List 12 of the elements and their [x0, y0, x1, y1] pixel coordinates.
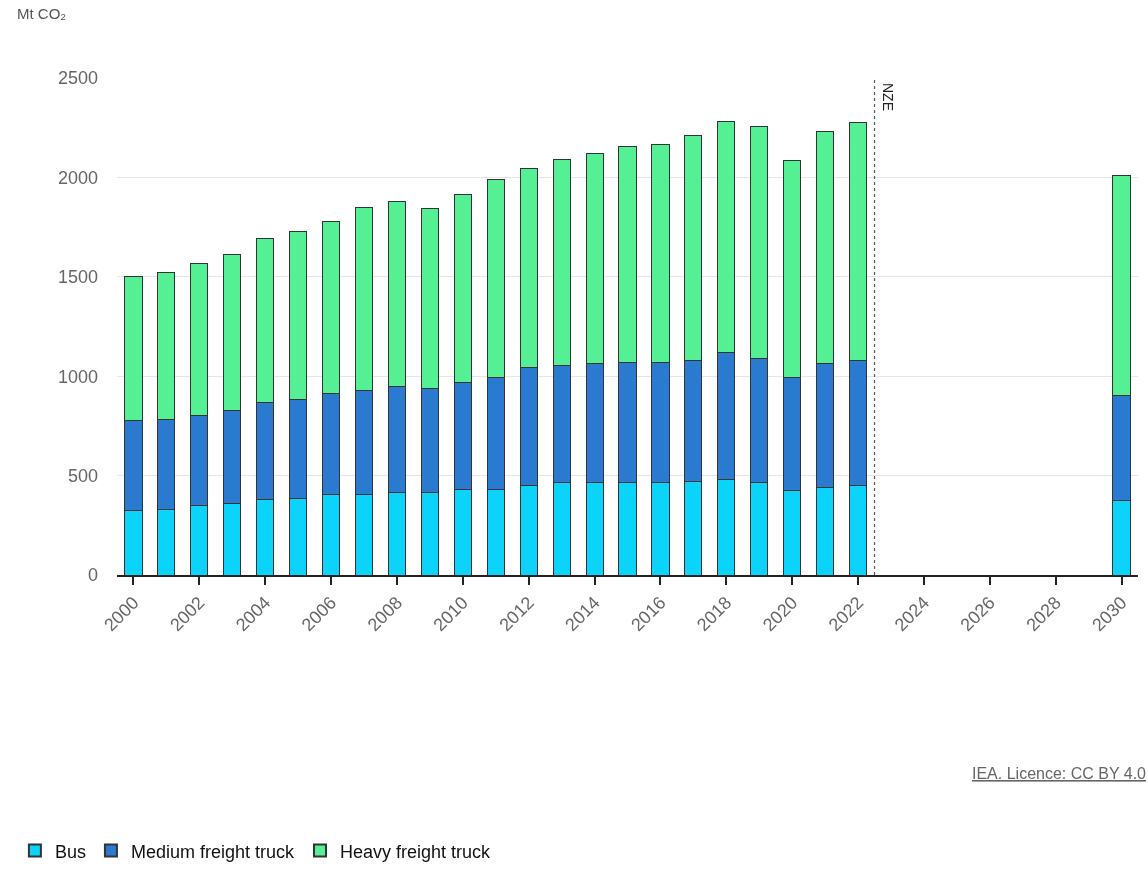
ref-line-label: NZE [880, 82, 897, 111]
y-tick-label: 500 [67, 465, 98, 486]
y-tick-label: 0 [87, 565, 98, 586]
y-tick-label: 1000 [57, 366, 98, 387]
y-tick-label: 2500 [57, 68, 98, 89]
legend-label: Medium freight truck [130, 841, 295, 862]
y-tick-label: 1500 [57, 267, 98, 288]
legend-label: Heavy freight truck [339, 841, 492, 862]
y-axis-title: Mt CO₂ [17, 5, 67, 22]
legend-label: Bus [54, 841, 86, 862]
text: IEA. Licence: CC BY 4.0 [972, 765, 1147, 782]
y-tick-label: 2000 [57, 167, 98, 188]
